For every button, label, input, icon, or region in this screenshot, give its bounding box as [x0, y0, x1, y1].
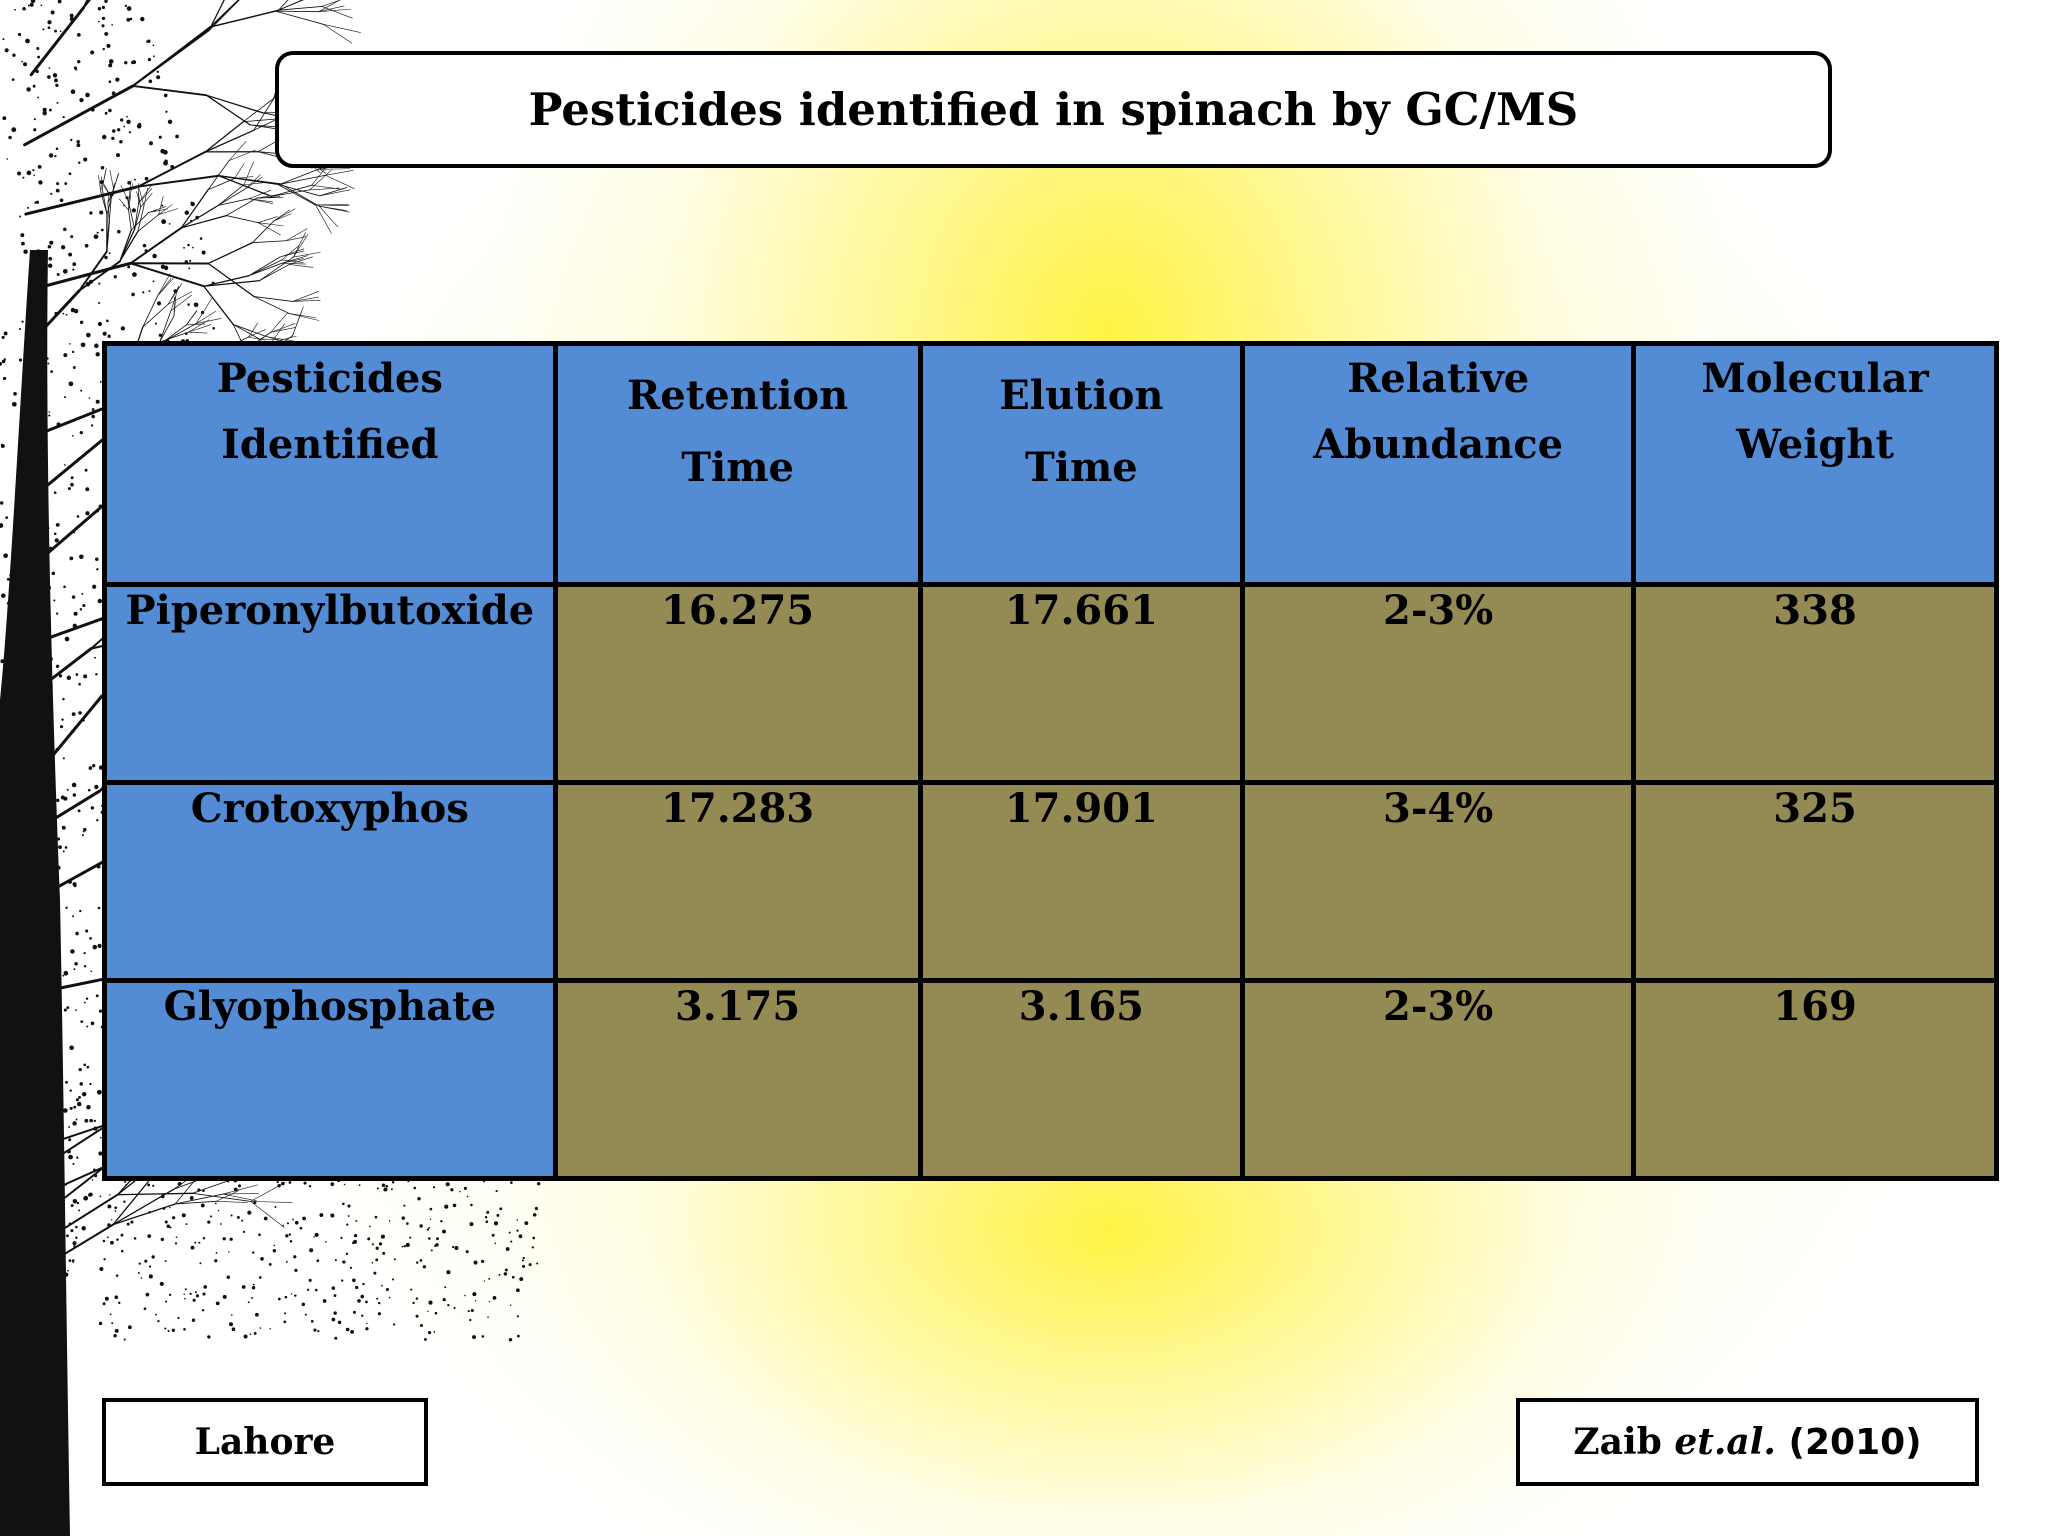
header-line: Time — [681, 444, 794, 491]
header-line: Elution — [999, 372, 1164, 419]
elution-time-cell: 17.901 — [917, 780, 1246, 983]
table-row: Glyophosphate 3.175 3.165 2-3% 169 — [102, 978, 1999, 1181]
header-pesticides-identified: Pesticides Identified — [102, 341, 558, 587]
relative-abundance-cell: 3-4% — [1240, 780, 1637, 983]
location-label: Lahore — [194, 1421, 336, 1463]
retention-time-cell: 16.275 — [552, 582, 923, 785]
citation-year: (2010) — [1788, 1421, 1922, 1463]
relative-abundance-cell: 2-3% — [1240, 582, 1637, 785]
pesticide-name-cell: Glyophosphate — [102, 978, 558, 1181]
location-box: Lahore — [102, 1398, 428, 1486]
title-box: Pesticides identified in spinach by GC/M… — [275, 51, 1832, 168]
header-line: Abundance — [1313, 421, 1564, 468]
header-elution-time: Elution Time — [917, 341, 1246, 587]
header-line: Retention — [627, 372, 849, 419]
header-line: Weight — [1736, 421, 1894, 468]
retention-time-cell: 3.175 — [552, 978, 923, 1181]
citation-author: Zaib — [1573, 1421, 1662, 1463]
table-row: Crotoxyphos 17.283 17.901 3-4% 325 — [102, 780, 1999, 983]
retention-time-cell: 17.283 — [552, 780, 923, 983]
header-line: Pesticides — [216, 355, 443, 402]
molecular-weight-cell: 338 — [1631, 582, 1999, 785]
header-line: Time — [1025, 444, 1138, 491]
elution-time-cell: 3.165 — [917, 978, 1246, 1181]
citation-box: Zaib et.al. (2010) — [1516, 1398, 1979, 1486]
header-line: Identified — [221, 421, 439, 468]
header-line: Molecular — [1701, 355, 1929, 402]
header-line: Relative — [1347, 355, 1530, 402]
pesticide-name-cell: Piperonylbutoxide — [102, 582, 558, 785]
table-header-row: Pesticides Identified Retention Time Elu… — [102, 341, 1999, 587]
pesticides-table: Pesticides Identified Retention Time Elu… — [102, 341, 1999, 1181]
header-molecular-weight: Molecular Weight — [1631, 341, 1999, 587]
relative-abundance-cell: 2-3% — [1240, 978, 1637, 1181]
molecular-weight-cell: 169 — [1631, 978, 1999, 1181]
pesticide-name-cell: Crotoxyphos — [102, 780, 558, 983]
citation-etal: et.al. — [1674, 1421, 1776, 1463]
table-row: Piperonylbutoxide 16.275 17.661 2-3% 338 — [102, 582, 1999, 785]
molecular-weight-cell: 325 — [1631, 780, 1999, 983]
header-relative-abundance: Relative Abundance — [1240, 341, 1637, 587]
elution-time-cell: 17.661 — [917, 582, 1246, 785]
page-title: Pesticides identified in spinach by GC/M… — [528, 83, 1579, 136]
header-retention-time: Retention Time — [552, 341, 923, 587]
